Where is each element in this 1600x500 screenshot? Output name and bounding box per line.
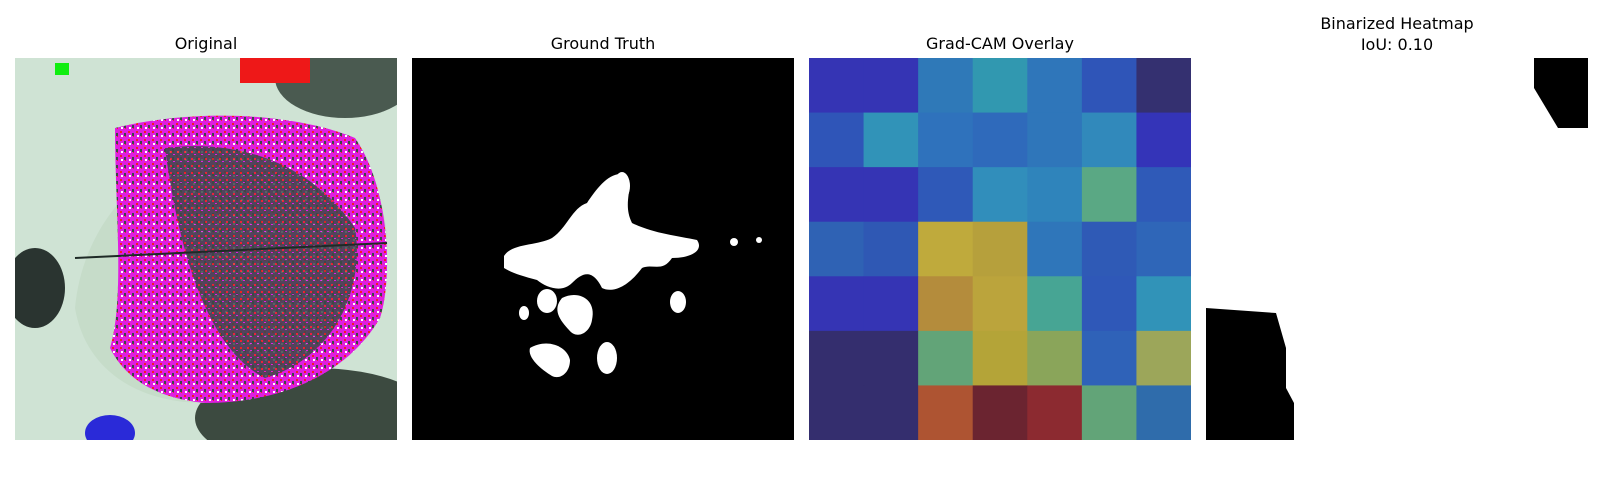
gradcam-cell bbox=[972, 385, 1028, 440]
gradcam-cell bbox=[972, 112, 1028, 168]
gradcam-cell bbox=[972, 330, 1028, 386]
gradcam-cell bbox=[918, 330, 974, 386]
gradcam-cell bbox=[1136, 385, 1191, 440]
gradcam-cell bbox=[809, 167, 865, 223]
red-spot-top bbox=[240, 58, 310, 83]
gradcam-cell bbox=[1027, 167, 1083, 223]
gradcam-cell bbox=[1081, 167, 1137, 223]
gradcam-cell bbox=[863, 112, 919, 168]
gradcam-cell bbox=[1081, 385, 1137, 440]
gradcam-cell bbox=[863, 221, 919, 277]
gradcam-cell bbox=[1027, 330, 1083, 386]
gradcam-cell bbox=[918, 276, 974, 332]
bg-shadow-left bbox=[15, 248, 65, 328]
gradcam-cell bbox=[863, 167, 919, 223]
gradcam-overlay bbox=[809, 58, 1191, 440]
gradcam-cell bbox=[809, 112, 865, 168]
leaf-dark-region bbox=[165, 146, 357, 378]
ground-truth-mask bbox=[412, 58, 794, 440]
gradcam-cell bbox=[918, 112, 974, 168]
gradcam-overlay-title: Grad-CAM Overlay bbox=[926, 34, 1074, 53]
gradcam-cell bbox=[972, 58, 1028, 114]
gradcam-cell bbox=[918, 385, 974, 440]
original-image bbox=[15, 58, 397, 440]
gradcam-cell bbox=[863, 330, 919, 386]
gradcam-cell bbox=[1136, 58, 1191, 114]
gradcam-cell bbox=[1081, 276, 1137, 332]
gradcam-cell bbox=[809, 276, 865, 332]
gradcam-cell bbox=[1136, 112, 1191, 168]
gradcam-cell bbox=[863, 385, 919, 440]
ground-truth-title: Ground Truth bbox=[550, 34, 656, 53]
gradcam-cell bbox=[1027, 221, 1083, 277]
original-title: Original bbox=[174, 34, 238, 53]
gradcam-cell bbox=[1081, 330, 1137, 386]
gradcam-cell bbox=[918, 58, 974, 114]
gradcam-cell bbox=[809, 385, 865, 440]
gradcam-cell bbox=[1136, 276, 1191, 332]
gradcam-cell bbox=[809, 58, 865, 114]
binarized-heatmap-title: Binarized Heatmap bbox=[1320, 14, 1474, 33]
blue-blob bbox=[85, 415, 135, 440]
gradcam-cell bbox=[918, 221, 974, 277]
mask-regions bbox=[504, 172, 762, 378]
gradcam-cell bbox=[1136, 221, 1191, 277]
heatmap-region-top-right bbox=[1534, 58, 1588, 128]
gradcam-cell bbox=[1081, 58, 1137, 114]
iou-score-label: IoU: 0.10 bbox=[1360, 35, 1434, 54]
gradcam-cell bbox=[918, 167, 974, 223]
binarized-heatmap bbox=[1206, 58, 1588, 440]
gradcam-cell bbox=[1027, 385, 1083, 440]
gradcam-cell bbox=[1027, 112, 1083, 168]
gradcam-cell bbox=[1027, 58, 1083, 114]
gradcam-cell bbox=[1136, 167, 1191, 223]
gradcam-cell bbox=[863, 276, 919, 332]
gradcam-cell bbox=[809, 221, 865, 277]
gradcam-cell bbox=[972, 276, 1028, 332]
gradcam-cell bbox=[863, 58, 919, 114]
gradcam-cell bbox=[809, 330, 865, 386]
green-spot bbox=[55, 63, 69, 75]
gradcam-cell bbox=[1027, 276, 1083, 332]
gradcam-cell bbox=[972, 167, 1028, 223]
gradcam-cell bbox=[1136, 330, 1191, 386]
leaf-midrib bbox=[74, 242, 388, 259]
gradcam-cell bbox=[972, 221, 1028, 277]
gradcam-cell bbox=[1081, 221, 1137, 277]
heatmap-region-bottom-left bbox=[1206, 308, 1294, 440]
gradcam-cell bbox=[1081, 112, 1137, 168]
